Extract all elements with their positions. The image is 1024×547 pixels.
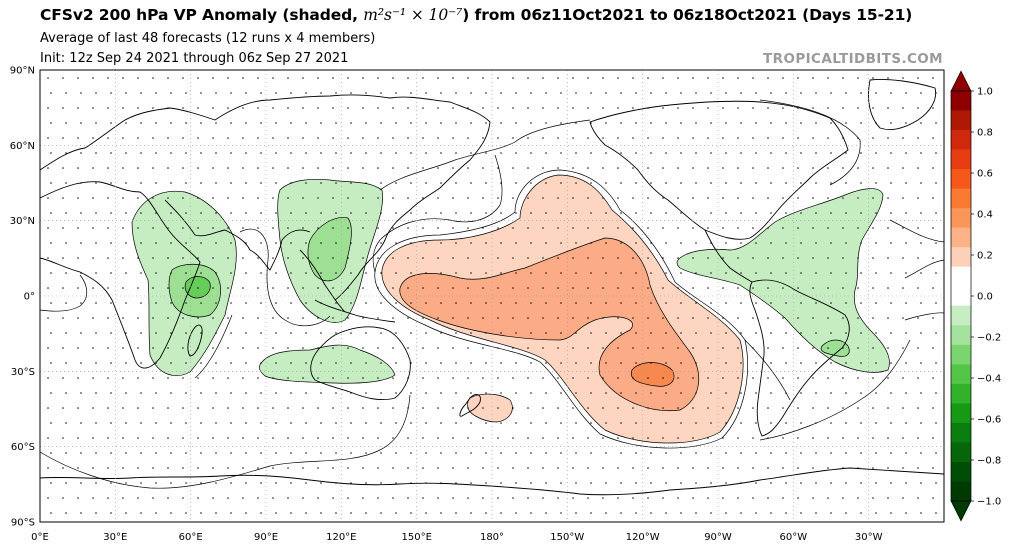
title-units: m²s⁻¹ × 10⁻⁷ bbox=[363, 6, 463, 24]
lat-label-90s: 90°S bbox=[11, 518, 35, 529]
colorbar-label: 0.2 bbox=[977, 251, 993, 262]
colorbar-label: −0.6 bbox=[977, 415, 1001, 426]
coastline-europe-asia bbox=[40, 94, 491, 301]
coastline-arabia-india bbox=[164, 199, 311, 271]
lat-label-60n: 60°N bbox=[10, 141, 35, 152]
lon-label-0e: 0°E bbox=[31, 532, 49, 543]
colorbar-segment bbox=[951, 188, 971, 209]
latitude-axis: 90°N 60°N 30°N 0° 30°S 60°S 90°S bbox=[10, 66, 35, 529]
colorbar-segment bbox=[951, 403, 971, 424]
gridlines bbox=[40, 70, 944, 522]
lat-label-30s: 30°S bbox=[11, 367, 35, 378]
contour-zero-southern bbox=[40, 394, 411, 489]
title-suffix: ) from 06z11Oct2021 to 06z18Oct2021 (Day… bbox=[462, 6, 913, 24]
lon-label-60w: 60°W bbox=[779, 532, 807, 543]
lon-label-90w: 90°W bbox=[704, 532, 732, 543]
negative-anomaly-shading bbox=[131, 178, 890, 384]
colorbar-label: 1.0 bbox=[977, 87, 993, 98]
lon-label-30w: 30°W bbox=[855, 532, 883, 543]
map-title: CFSv2 200 hPa VP Anomaly (shaded, m²s⁻¹ … bbox=[40, 6, 912, 24]
colorbar-label: 0.8 bbox=[977, 128, 993, 139]
negative-region-asia-inner bbox=[307, 217, 352, 282]
lon-label-150e: 150°E bbox=[401, 532, 431, 543]
lon-label-60e: 60°E bbox=[179, 532, 203, 543]
positive-region-new-zealand bbox=[467, 393, 513, 423]
colorbar: 1.0 0.8 0.6 0.4 0.2 0.0 −0.2 −0.4 −0.6 −0.8 −1.0 bbox=[950, 70, 1001, 522]
colorbar-label: 0.0 bbox=[977, 292, 993, 303]
colorbar-segment bbox=[951, 286, 971, 307]
lon-label-180: 180° bbox=[480, 532, 504, 543]
colorbar-segment bbox=[951, 208, 971, 229]
subtitle-forecast-average: Average of last 48 forecasts (12 runs x … bbox=[40, 31, 376, 46]
coastline-australia bbox=[310, 326, 411, 401]
colorbar-segment bbox=[951, 442, 971, 463]
negative-region-africa-core bbox=[184, 276, 211, 299]
colorbar-segments bbox=[951, 91, 971, 502]
coastline-north-america bbox=[589, 100, 849, 240]
coastline-madagascar bbox=[187, 324, 203, 357]
coastline-antarctica bbox=[40, 467, 944, 496]
map-frame bbox=[39, 69, 945, 523]
positive-region-inner bbox=[399, 237, 699, 412]
lat-label-equator: 0° bbox=[24, 292, 35, 303]
negative-region-brazil-inner bbox=[820, 339, 850, 357]
title-prefix: CFSv2 200 hPa VP Anomaly (shaded, bbox=[40, 6, 364, 24]
contour-zero-indian-ocean bbox=[194, 228, 331, 379]
colorbar-label: 0.4 bbox=[977, 210, 993, 221]
negative-region-atlantic-south-america bbox=[676, 188, 890, 373]
colorbar-segment bbox=[951, 383, 971, 404]
coastline-south-america bbox=[749, 279, 850, 437]
positive-anomaly-shading bbox=[381, 174, 744, 444]
colorbar-segment bbox=[951, 169, 971, 190]
subtitle-init-times: Init: 12z Sep 24 2021 through 06z Sep 27… bbox=[40, 51, 349, 66]
colorbar-segment bbox=[951, 266, 971, 287]
colorbar-segment bbox=[951, 481, 971, 502]
vector-field-dots bbox=[47, 77, 937, 514]
colorbar-label: 0.6 bbox=[977, 169, 993, 180]
coastline-new-zealand bbox=[459, 394, 481, 417]
colorbar-segment bbox=[951, 364, 971, 385]
colorbar-segment bbox=[951, 227, 971, 248]
colorbar-label: −1.0 bbox=[977, 497, 1001, 508]
coastlines bbox=[40, 79, 944, 496]
negative-region-australia bbox=[258, 344, 396, 384]
colorbar-segment bbox=[951, 325, 971, 346]
coastline-africa bbox=[40, 181, 201, 369]
colorbar-segment bbox=[951, 461, 971, 482]
lat-label-30n: 30°N bbox=[10, 216, 35, 227]
contour-zero-west-edge bbox=[40, 274, 88, 312]
coastline-greenland bbox=[868, 79, 937, 131]
colorbar-segment bbox=[951, 305, 971, 326]
coastline-southeast-asia bbox=[299, 249, 396, 323]
colorbar-segment bbox=[951, 91, 971, 111]
colorbar-labels: 1.0 0.8 0.6 0.4 0.2 0.0 −0.2 −0.4 −0.6 −0.8 −1.0 bbox=[971, 87, 1001, 508]
longitude-axis: 0°E 30°E 60°E 90°E 120°E 150°E 180° 150°… bbox=[31, 532, 882, 543]
lat-label-90n: 90°N bbox=[10, 66, 35, 77]
map-panel bbox=[39, 69, 945, 523]
contour-zero-south-pacific-east bbox=[744, 312, 944, 441]
colorbar-label: −0.4 bbox=[977, 374, 1001, 385]
colorbar-segment bbox=[951, 422, 971, 443]
lon-label-120w: 120°W bbox=[626, 532, 660, 543]
colorbar-top-arrow bbox=[950, 70, 972, 92]
colorbar-segment bbox=[951, 149, 971, 170]
colorbar-segment bbox=[951, 247, 971, 268]
lon-label-120e: 120°E bbox=[326, 532, 356, 543]
colorbar-segment bbox=[951, 110, 971, 131]
contour-zero-north bbox=[379, 99, 861, 191]
lon-label-30e: 30°E bbox=[103, 532, 127, 543]
colorbar-segment bbox=[951, 130, 971, 150]
lon-label-90e: 90°E bbox=[254, 532, 278, 543]
colorbar-segment bbox=[951, 344, 971, 365]
watermark: TROPICALTIDBITS.COM bbox=[763, 51, 943, 67]
colorbar-label: −0.8 bbox=[977, 456, 1001, 467]
colorbar-label: −0.2 bbox=[977, 333, 1001, 344]
lat-label-60s: 60°S bbox=[11, 442, 35, 453]
colorbar-bottom-arrow bbox=[950, 500, 972, 522]
lon-label-150w: 150°W bbox=[550, 532, 584, 543]
contour-zero-pacific bbox=[374, 169, 748, 449]
contour-zero-north-atlantic bbox=[889, 219, 944, 279]
